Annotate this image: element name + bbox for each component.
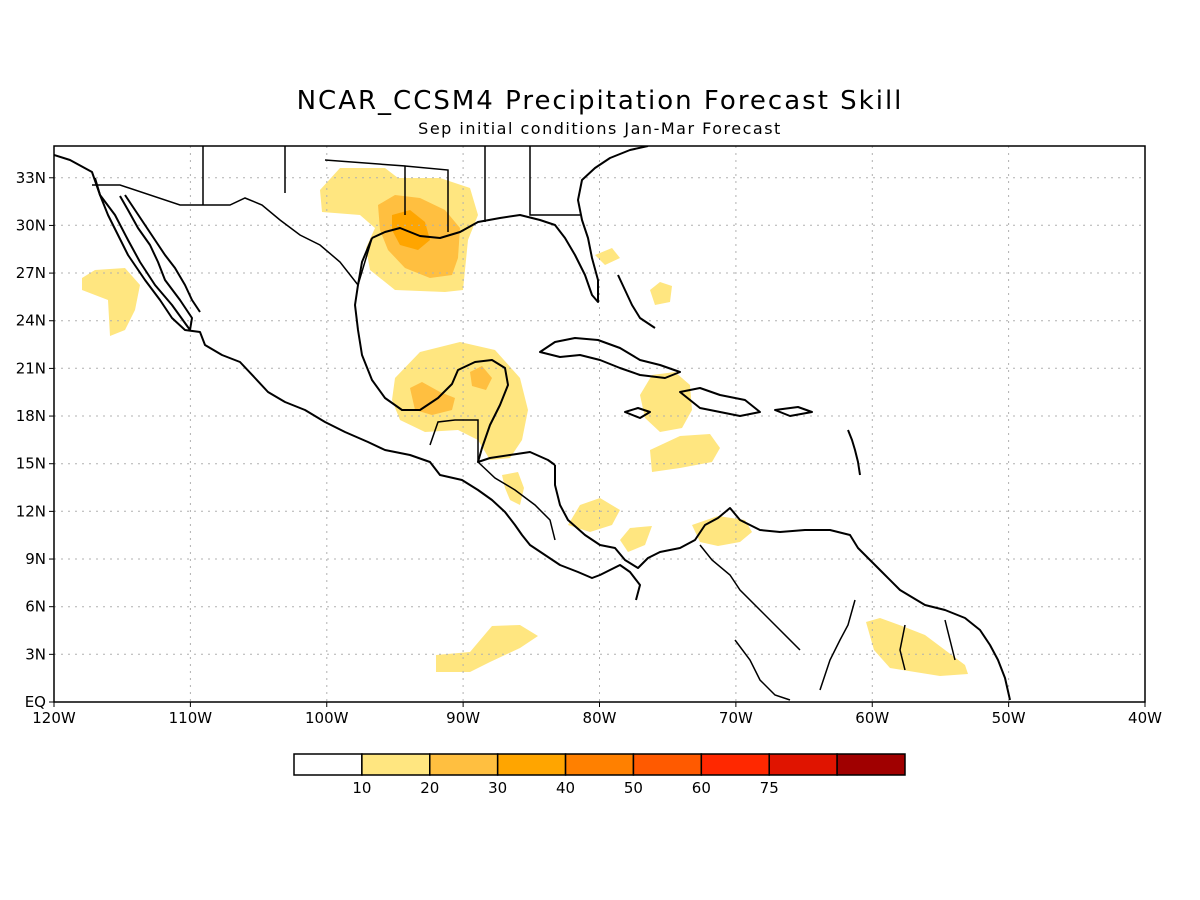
coast-gulf-california xyxy=(124,194,201,313)
coast-lesser-antilles xyxy=(847,429,861,476)
skill-region-caribbean-south xyxy=(568,498,620,532)
border-colombia-venezuela xyxy=(699,544,801,651)
border-colombia-brazil xyxy=(734,639,791,701)
skill-region-caribbean-north xyxy=(640,372,692,432)
colorbar-swatch xyxy=(700,753,770,776)
border-us-mexico xyxy=(92,184,373,287)
colorbar-swatch xyxy=(564,753,635,776)
coast-gulf-mexico xyxy=(354,237,556,466)
coastlines xyxy=(54,146,1011,701)
skill-region-yucatan xyxy=(392,342,528,460)
colorbar-label: 50 xyxy=(624,779,643,797)
lat-label: 12N xyxy=(16,502,46,520)
lon-label: 40W xyxy=(1128,709,1162,727)
skill-region-gulf-coast-30 xyxy=(392,210,430,250)
lon-label: 50W xyxy=(992,709,1026,727)
colorbar-swatch xyxy=(429,753,499,776)
lon-label: 100W xyxy=(305,709,349,727)
colorbar-label: 75 xyxy=(760,779,779,797)
lat-label: 30N xyxy=(16,216,46,234)
lon-label: 120W xyxy=(32,709,76,727)
colorbar-swatch xyxy=(836,753,906,776)
border-venezuela-guyana xyxy=(819,599,856,691)
border-suriname-guiana xyxy=(944,619,956,661)
coast-caribbean-south xyxy=(554,465,1011,701)
lat-label: 3N xyxy=(25,645,46,663)
map-title: NCAR_CCSM4 Precipitation Forecast Skill xyxy=(296,86,904,116)
colorbar-label: 20 xyxy=(420,779,439,797)
skill-region-baja xyxy=(82,268,140,336)
border-central-america xyxy=(477,461,556,541)
lat-label: 18N xyxy=(16,407,46,425)
skill-region-guianas xyxy=(866,618,968,676)
skill-region-yucatan-20 xyxy=(410,382,455,415)
lon-label: 90W xyxy=(446,709,480,727)
colorbar-labels: 10 20 30 40 50 60 75 xyxy=(352,779,778,797)
coast-bahamas xyxy=(617,274,656,329)
skill-region-yucatan-20b xyxy=(470,366,492,390)
lat-label: 6N xyxy=(25,598,46,616)
lat-label: EQ xyxy=(25,693,46,711)
coast-baja xyxy=(94,177,193,331)
map-frame xyxy=(53,145,1146,703)
skill-region-east-pacific xyxy=(436,625,538,672)
grid-lines xyxy=(54,146,1145,702)
colorbar-label: 10 xyxy=(352,779,371,797)
border-us-states xyxy=(202,146,580,232)
colorbar xyxy=(293,753,906,776)
lat-label: 21N xyxy=(16,359,46,377)
longitude-labels: 120W 110W 100W 90W 80W 70W 60W 50W 40W xyxy=(32,702,1162,727)
skill-region-panama xyxy=(620,526,652,552)
colorbar-swatch xyxy=(632,753,703,776)
skill-region-bahamas xyxy=(650,282,672,305)
skill-region-caribbean-mid xyxy=(650,434,720,472)
latitude-labels: EQ 3N 6N 9N 12N 15N 18N 21N 24N 27N 30N 33N xyxy=(16,169,54,711)
colorbar-swatch xyxy=(361,753,431,776)
lat-label: 33N xyxy=(16,169,46,187)
skill-shading xyxy=(82,168,968,676)
colorbar-label: 30 xyxy=(488,779,507,797)
coast-jamaica xyxy=(624,407,651,419)
colorbar-swatch xyxy=(768,753,838,776)
colorbar-label: 40 xyxy=(556,779,575,797)
lon-label: 70W xyxy=(719,709,753,727)
coast-pacific-mexico xyxy=(54,154,641,601)
coast-hispaniola xyxy=(679,387,761,417)
coast-cuba xyxy=(539,337,681,379)
colorbar-swatch xyxy=(496,753,567,776)
colorbar-label: 60 xyxy=(692,779,711,797)
lon-label: 110W xyxy=(169,709,213,727)
coast-us-gulf xyxy=(371,146,649,303)
lat-label: 24N xyxy=(16,312,46,330)
border-guyana-suriname xyxy=(899,624,906,671)
colorbar-swatch xyxy=(293,753,363,776)
skill-region-fl-strait xyxy=(595,248,620,265)
border-mexico-guatemala xyxy=(429,419,479,462)
lat-label: 15N xyxy=(16,455,46,473)
map-subtitle: Sep initial conditions Jan-Mar Forecast xyxy=(418,119,782,138)
coast-puerto-rico xyxy=(774,406,813,417)
borders xyxy=(92,146,956,701)
lon-label: 80W xyxy=(583,709,617,727)
lon-label: 60W xyxy=(855,709,889,727)
lat-label: 27N xyxy=(16,264,46,282)
lat-label: 9N xyxy=(25,550,46,568)
